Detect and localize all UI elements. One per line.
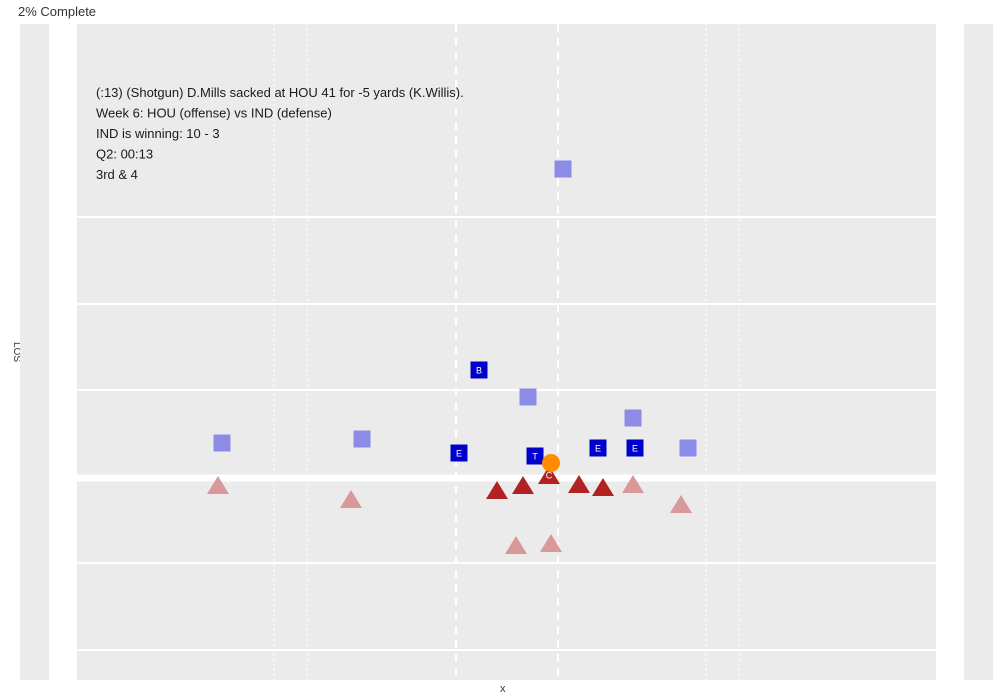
- player-square-1-0: [554, 160, 572, 178]
- player-square-1-1: [519, 388, 537, 406]
- player-square-0-3: [589, 439, 607, 457]
- player-square-0-4: [626, 439, 644, 457]
- player-square-1-5: [679, 439, 697, 457]
- right-sideline: [964, 24, 993, 680]
- player-triangle-3-2: [622, 475, 644, 493]
- info-line-0: (:13) (Shotgun) D.Mills sacked at HOU 41…: [96, 85, 464, 100]
- field-grid: [77, 24, 936, 680]
- player-triangle-3-0: [207, 476, 229, 494]
- player-triangle-3-1: [340, 490, 362, 508]
- player-triangle-2-3: [568, 475, 590, 493]
- player-triangle-2-2: [538, 466, 560, 484]
- player-circle-4-0: [542, 454, 560, 472]
- info-line-2: IND is winning: 10 - 3: [96, 126, 220, 141]
- player-square-1-2: [624, 409, 642, 427]
- player-triangle-2-1: [512, 476, 534, 494]
- play-info: (:13) (Shotgun) D.Mills sacked at HOU 41…: [96, 85, 464, 182]
- player-triangle-3-5: [540, 534, 562, 552]
- player-triangle-2-2-label: C: [546, 471, 553, 481]
- player-square-1-4: [353, 430, 371, 448]
- player-square-0-3-label: E: [595, 444, 601, 454]
- player-marks: B E T E E C: [207, 160, 697, 554]
- field-panel: [77, 24, 936, 680]
- player-square-0-1-label: E: [456, 449, 462, 459]
- info-line-1: Week 6: HOU (offense) vs IND (defense): [96, 106, 332, 121]
- player-square-0-2-label: T: [532, 452, 538, 462]
- info-line-3: Q2: 00:13: [96, 147, 153, 162]
- player-triangle-2-0: [486, 481, 508, 499]
- player-square-0-4-label: E: [632, 444, 638, 454]
- player-triangle-3-4: [505, 536, 527, 554]
- player-square-0-0: [470, 361, 488, 379]
- info-line-4: 3rd & 4: [96, 167, 138, 182]
- player-square-0-1: [450, 444, 468, 462]
- field-background: [20, 24, 993, 680]
- player-triangle-2-4: [592, 478, 614, 496]
- player-square-0-2: [526, 447, 544, 465]
- x-axis-label: x: [500, 683, 506, 695]
- progress-title: 2% Complete: [18, 4, 97, 19]
- player-square-1-3: [213, 434, 231, 452]
- player-triangle-3-3: [670, 495, 692, 513]
- player-square-0-0-label: B: [476, 366, 482, 376]
- left-sideline: [20, 24, 49, 680]
